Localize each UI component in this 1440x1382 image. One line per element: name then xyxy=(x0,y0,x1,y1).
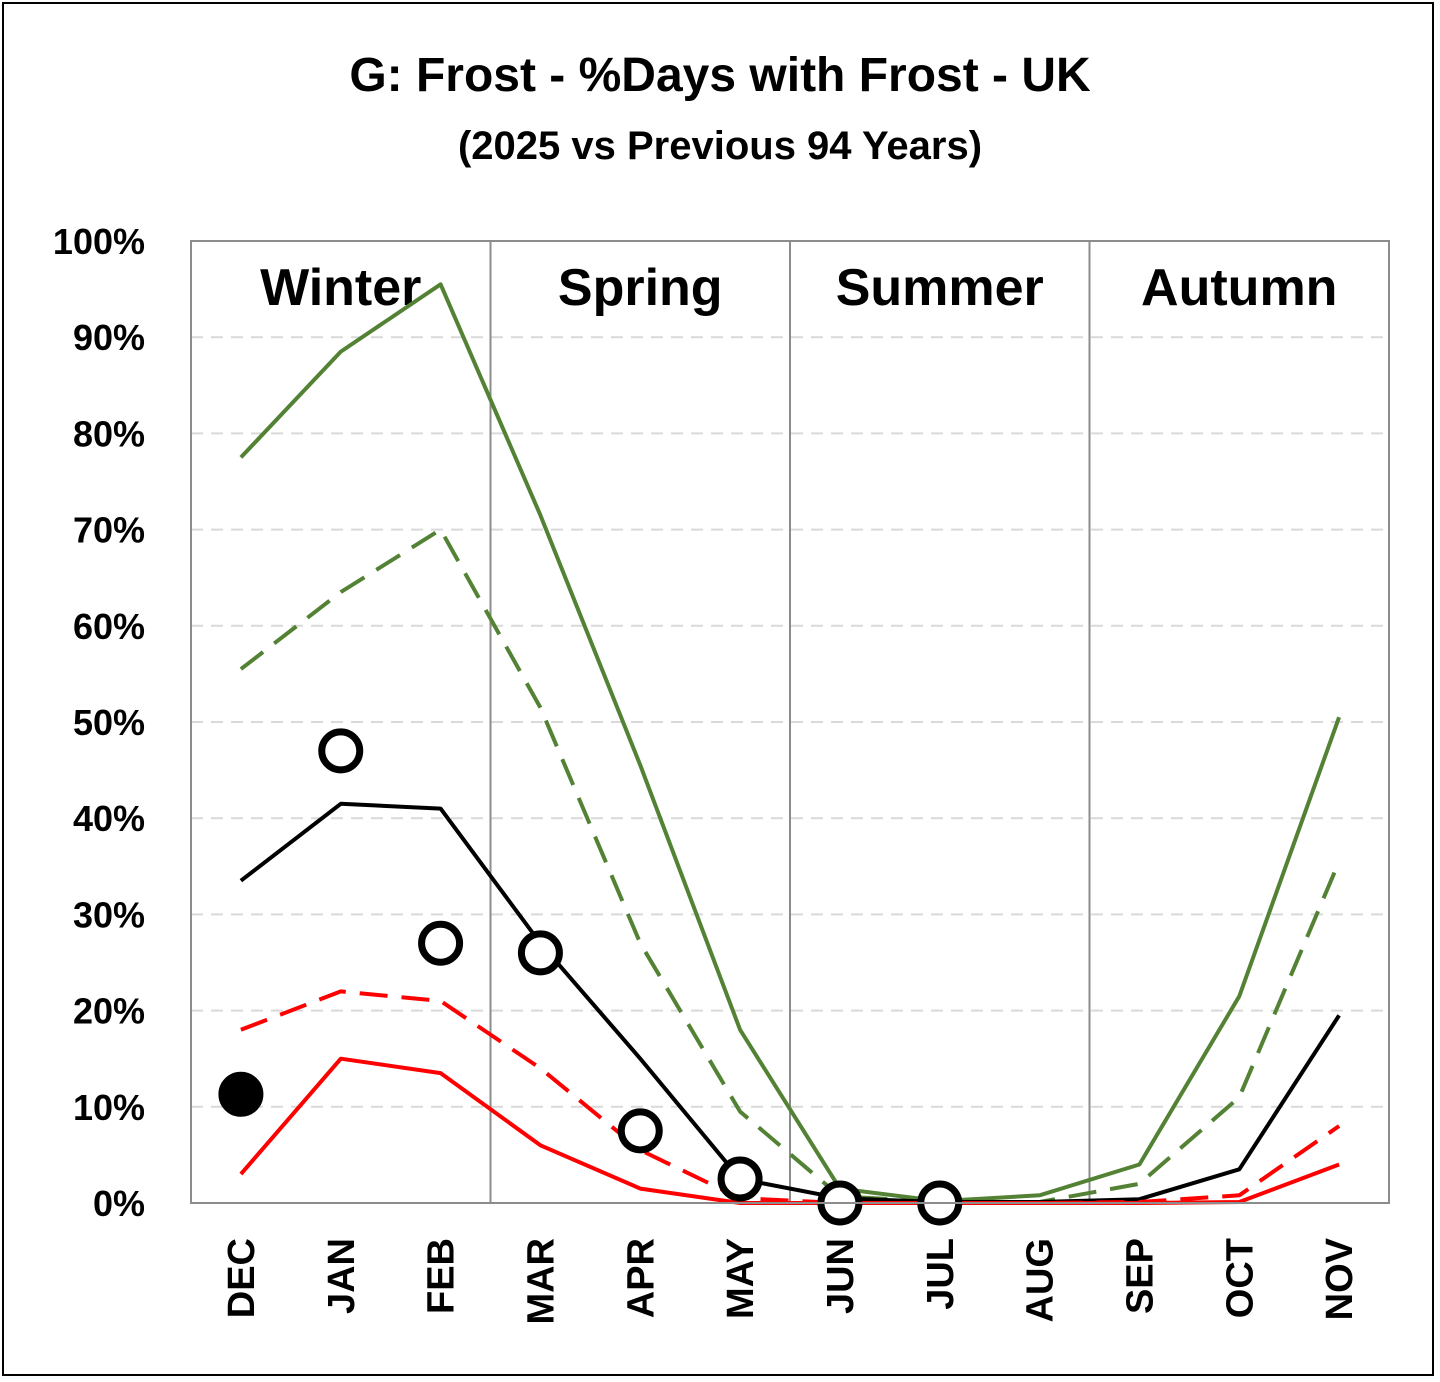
season-label: Summer xyxy=(836,259,1044,317)
markers-2025 xyxy=(218,728,963,1226)
x-tick-label: MAR xyxy=(520,1238,562,1325)
x-tick-label: JUL xyxy=(920,1238,962,1310)
x-tick-label: NOV xyxy=(1319,1237,1361,1320)
y-axis-ticks: 0% 10% 20% 30% 40% 50% 60% 70% 80% 90% 100% xyxy=(53,221,145,1224)
y-tick-label: 20% xyxy=(73,991,145,1032)
x-tick-label: FEB xyxy=(421,1238,463,1314)
x-tick-label: JUN xyxy=(820,1238,862,1314)
marker-point xyxy=(318,728,364,774)
y-tick-label: 50% xyxy=(73,702,145,743)
x-tick-label: OCT xyxy=(1219,1238,1261,1318)
x-tick-label: SEP xyxy=(1119,1238,1161,1314)
x-tick-label: MAY xyxy=(720,1238,762,1319)
marker-point xyxy=(218,1071,264,1117)
y-tick-label: 0% xyxy=(93,1183,145,1224)
y-tick-label: 30% xyxy=(73,894,145,935)
plot-area-border xyxy=(190,240,1390,1204)
x-tick-label: APR xyxy=(620,1238,662,1318)
season-label: Autumn xyxy=(1141,259,1337,317)
marker-point xyxy=(717,1156,763,1202)
marker-point xyxy=(418,920,464,966)
x-axis-ticks: DEC JAN FEB MAR APR MAY JUN JUL AUG SEP OCT NOV xyxy=(221,1237,1361,1324)
y-tick-label: 90% xyxy=(73,317,145,358)
x-tick-label: DEC xyxy=(221,1238,263,1318)
x-tick-label: JAN xyxy=(321,1238,363,1314)
season-label: Winter xyxy=(260,259,421,317)
marker-point xyxy=(617,1108,663,1154)
marker-point xyxy=(517,930,563,976)
chart-title: G: Frost - %Days with Frost - UK xyxy=(349,49,1091,102)
season-labels: Winter Spring Summer Autumn xyxy=(260,259,1337,317)
series-line xyxy=(239,527,1341,1204)
series-line xyxy=(239,801,1341,1204)
chart-subtitle: (2025 vs Previous 94 Years) xyxy=(457,124,983,168)
x-tick-label: AUG xyxy=(1020,1238,1062,1322)
series-line xyxy=(239,282,1341,1204)
y-tick-label: 100% xyxy=(53,221,145,262)
season-label: Spring xyxy=(558,259,723,317)
y-tick-label: 70% xyxy=(73,510,145,551)
y-tick-label: 60% xyxy=(73,606,145,647)
y-tick-label: 40% xyxy=(73,798,145,839)
y-tick-label: 80% xyxy=(73,413,145,454)
y-tick-label: 10% xyxy=(73,1087,145,1128)
